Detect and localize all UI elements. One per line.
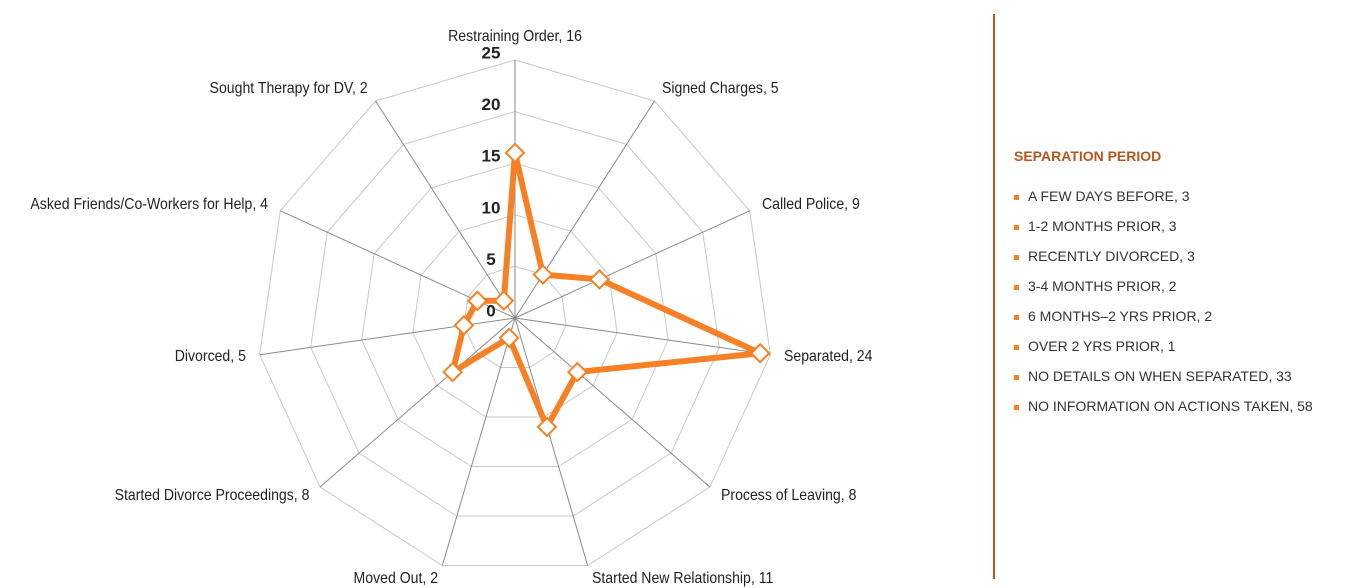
marker — [467, 290, 488, 312]
category-label: Called Police, 9 — [762, 196, 861, 213]
sidebar-item: 6 MONTHS–2 YRS PRIOR, 2 — [1014, 308, 1313, 338]
category-label: Sought Therapy for DV, 2 — [209, 80, 368, 98]
r-tick-label: 25 — [482, 43, 501, 62]
sidebar-item: NO DETAILS ON WHEN SEPARATED, 33 — [1014, 368, 1313, 398]
category-label: Started New Relationship, 11 — [591, 569, 773, 587]
spoke — [375, 100, 516, 319]
marker — [532, 264, 554, 286]
marker — [498, 327, 520, 349]
grid-ring — [310, 111, 720, 517]
spoke — [514, 317, 589, 566]
sidebar: SEPARATION PERIOD A FEW DAYS BEFORE, 3 1-… — [993, 14, 1313, 579]
marker — [749, 342, 771, 364]
marker — [566, 361, 588, 383]
r-tick-label: 10 — [482, 198, 501, 217]
marker — [504, 142, 526, 164]
r-tick-label: 0 — [486, 301, 495, 320]
r-tick-label: 20 — [482, 95, 501, 114]
sidebar-title: SEPARATION PERIOD — [1014, 148, 1162, 164]
marker — [536, 416, 558, 438]
spoke — [441, 317, 516, 566]
sidebar-item: OVER 2 YRS PRIOR, 1 — [1014, 338, 1313, 368]
spoke — [514, 317, 711, 488]
category-label: Separated, 24 — [784, 347, 873, 365]
spoke — [514, 100, 655, 319]
grid-ring — [463, 265, 567, 369]
sidebar-item: RECENTLY DIVORCED, 3 — [1014, 248, 1313, 278]
grid-ring — [412, 214, 618, 418]
spoke — [514, 317, 771, 356]
spoke — [514, 210, 750, 319]
marker — [493, 290, 515, 312]
grid-ring — [361, 162, 669, 468]
category-label: Process of Leaving, 8 — [720, 487, 856, 505]
r-tick-label: 5 — [486, 250, 495, 269]
category-label: Started Divorce Proceedings, 8 — [114, 487, 310, 505]
spoke — [259, 317, 516, 356]
sidebar-item: A FEW DAYS BEFORE, 3 — [1014, 188, 1313, 218]
sidebar-item: 1-2 MONTHS PRIOR, 3 — [1014, 218, 1313, 248]
r-tick-label: 15 — [482, 147, 501, 166]
category-label: Signed Charges, 5 — [662, 80, 779, 98]
data-line — [449, 149, 764, 430]
category-label: Restraining Order, 16 — [448, 28, 582, 45]
category-label: Divorced, 5 — [174, 347, 246, 365]
marker — [589, 269, 610, 290]
marker — [442, 361, 464, 383]
sidebar-item: NO INFORMATION ON ACTIONS TAKEN, 58 — [1014, 398, 1313, 428]
sidebar-item: 3-4 MONTHS PRIOR, 2 — [1014, 278, 1313, 308]
category-label: Asked Friends/Co-Workers for Help, 4 — [29, 196, 268, 213]
chart: 0 5 10 15 20 25 — [259, 43, 771, 567]
category-label: Moved Out, 2 — [353, 569, 439, 587]
spoke — [319, 317, 516, 488]
marker — [453, 314, 475, 336]
grid-ring — [259, 59, 771, 567]
